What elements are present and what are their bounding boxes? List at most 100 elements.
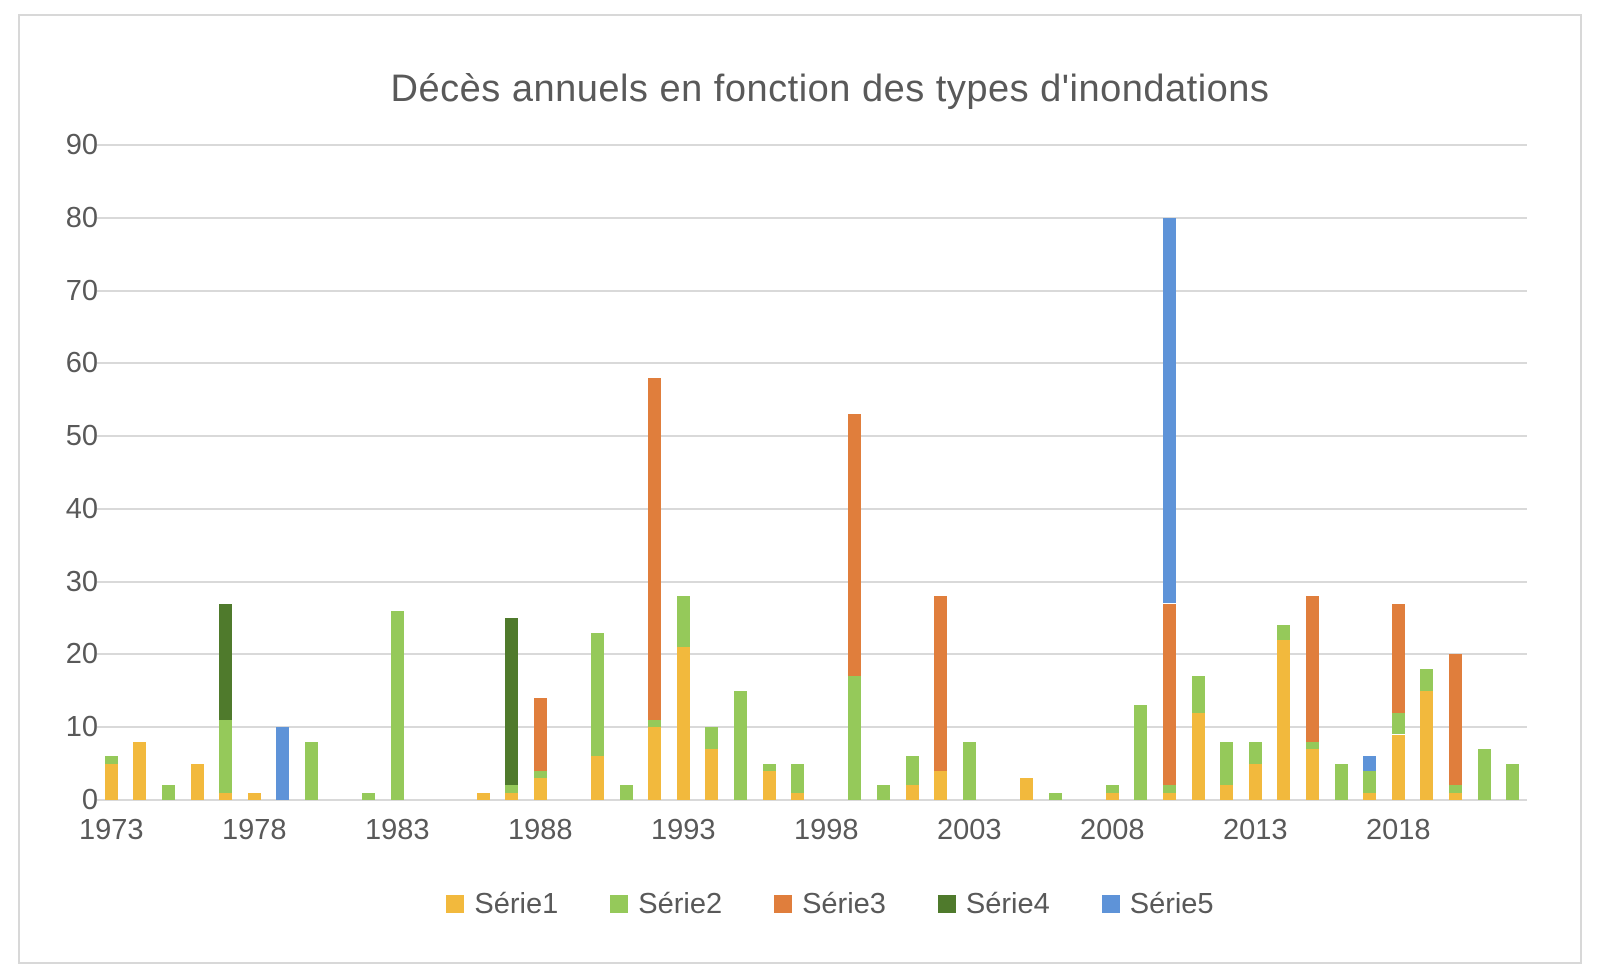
- legend-label: Série2: [638, 887, 723, 920]
- bar-segment-2003-série2: [962, 741, 976, 800]
- legend-item-série3: Série3: [774, 888, 886, 921]
- x-axis-tick-label: 1983: [365, 814, 430, 846]
- bar-segment-2010-série2: [1163, 785, 1176, 793]
- legend-swatch-icon: [446, 895, 465, 913]
- bar-segment-1996-série1: [762, 770, 776, 800]
- bar-segment-1986-série1: [476, 792, 490, 800]
- bar-segment-1997-série1: [791, 792, 805, 800]
- y-axis-tick-label: 30: [65, 565, 98, 598]
- bar-segment-1987-série2: [505, 785, 519, 793]
- bar-segment-2013-série2: [1248, 741, 1262, 764]
- bar-segment-1999-série2: [848, 676, 862, 800]
- bar-segment-1975-série2: [162, 785, 175, 800]
- y-axis-tick-label: 80: [65, 201, 98, 234]
- gridline-y80: [97, 216, 1527, 219]
- bar-segment-2018-série1: [1391, 734, 1405, 800]
- x-axis-tick-label: 2018: [1366, 814, 1431, 846]
- bar-segment-1992-série3: [648, 377, 662, 720]
- bar-segment-1983-série2: [390, 610, 404, 800]
- bar-segment-2015-série1: [1306, 749, 1319, 800]
- bar-segment-1974-série1: [133, 741, 147, 800]
- bar-segment-2002-série1: [934, 770, 948, 800]
- bar-segment-2008-série1: [1105, 792, 1119, 800]
- bar-segment-1988-série2: [533, 770, 547, 779]
- bar-segment-2019-série2: [1420, 669, 1434, 691]
- legend-item-série4: Série4: [937, 887, 1050, 921]
- bar-segment-2011-série1: [1191, 712, 1205, 800]
- bar-segment-1992-série1: [648, 727, 662, 800]
- legend-swatch-icon: [937, 895, 956, 913]
- bar-segment-2020-série3: [1449, 654, 1462, 786]
- bar-segment-2008-série2: [1105, 785, 1119, 793]
- bar-segment-2010-série1: [1163, 792, 1176, 800]
- y-axis-tick-label: 0: [81, 784, 98, 816]
- bar-segment-1990-série2: [591, 632, 604, 757]
- bar-segment-1976-série1: [190, 763, 204, 800]
- legend-swatch-icon: [610, 895, 629, 913]
- gridline-y70: [97, 289, 1527, 292]
- bar-segment-1997-série2: [791, 763, 805, 793]
- x-axis-tick-label: 2013: [1223, 814, 1288, 846]
- bar-segment-1988-série3: [533, 698, 547, 771]
- bar-segment-2001-série2: [905, 756, 919, 786]
- chart-title: Décès annuels en fonction des types d'in…: [390, 68, 1270, 110]
- gridline-y60: [97, 362, 1527, 365]
- bar-segment-1978-série1: [247, 792, 261, 800]
- bar-segment-1973-série1: [104, 763, 118, 800]
- y-axis-tick-label: 40: [65, 492, 98, 525]
- bar-segment-2009-série2: [1134, 705, 1148, 800]
- bar-segment-2019-série1: [1420, 690, 1434, 800]
- x-axis-tick-label: 1973: [79, 814, 144, 846]
- bar-segment-1987-série1: [505, 792, 519, 800]
- bar-segment-1995-série2: [734, 690, 747, 800]
- bar-segment-2015-série3: [1306, 596, 1319, 742]
- bar-segment-2022-série2: [1506, 763, 1520, 800]
- bar-segment-1980-série2: [305, 741, 318, 800]
- gridline-y0: [97, 799, 1527, 801]
- legend-swatch-icon: [1101, 895, 1120, 913]
- gridline-y40: [97, 507, 1527, 510]
- bar-segment-1993-série2: [676, 596, 690, 648]
- bar-segment-1979-série5: [276, 727, 290, 800]
- bar-segment-1977-série2: [219, 719, 233, 793]
- bar-segment-1988-série1: [533, 778, 547, 800]
- legend-item-série5: Série5: [1101, 888, 1214, 921]
- y-axis-tick-label: 90: [65, 129, 98, 161]
- chart-frame: Décès annuels en fonction des types d'in…: [18, 14, 1582, 964]
- bar-segment-2013-série1: [1248, 763, 1262, 800]
- bar-segment-2014-série1: [1277, 639, 1291, 800]
- legend-swatch-icon: [774, 895, 793, 913]
- legend-label: Série4: [965, 887, 1050, 920]
- bar-segment-2017-série2: [1363, 770, 1377, 793]
- legend-label: Série3: [802, 887, 886, 920]
- bar-segment-1991-série2: [619, 785, 633, 800]
- bar-segment-1973-série2: [104, 756, 118, 764]
- bar-segment-2015-série2: [1306, 741, 1319, 750]
- bar-segment-2002-série3: [934, 596, 948, 771]
- bar-segment-2001-série1: [905, 785, 919, 800]
- y-axis-tick-label: 10: [65, 711, 98, 744]
- bar-segment-2012-série1: [1220, 785, 1234, 800]
- bar-segment-2020-série1: [1449, 792, 1462, 800]
- bar-segment-2016-série2: [1334, 763, 1348, 800]
- bar-segment-2017-série5: [1363, 756, 1377, 771]
- x-axis-tick-label: 1993: [651, 814, 716, 846]
- x-axis-tick-label: 1978: [222, 814, 287, 846]
- bar-segment-1977-série1: [219, 792, 233, 800]
- bar-segment-2017-série1: [1363, 792, 1377, 800]
- bar-segment-1977-série4: [219, 603, 233, 720]
- bar-segment-1999-série3: [848, 414, 862, 677]
- bar-segment-2018-série3: [1391, 603, 1405, 713]
- bar-segment-2010-série5: [1163, 217, 1176, 604]
- gridline-y10: [97, 726, 1527, 729]
- bar-segment-2010-série3: [1163, 603, 1176, 786]
- x-axis-tick-label: 1998: [794, 814, 859, 846]
- y-axis-tick-label: 50: [65, 420, 98, 453]
- bar-segment-1982-série2: [362, 792, 376, 800]
- bar-segment-1993-série1: [676, 647, 690, 800]
- x-axis-tick-label: 2003: [937, 814, 1002, 846]
- bar-segment-2011-série2: [1191, 676, 1205, 713]
- legend-item-série1: Série1: [446, 888, 558, 921]
- x-axis-tick-label: 2008: [1080, 814, 1145, 846]
